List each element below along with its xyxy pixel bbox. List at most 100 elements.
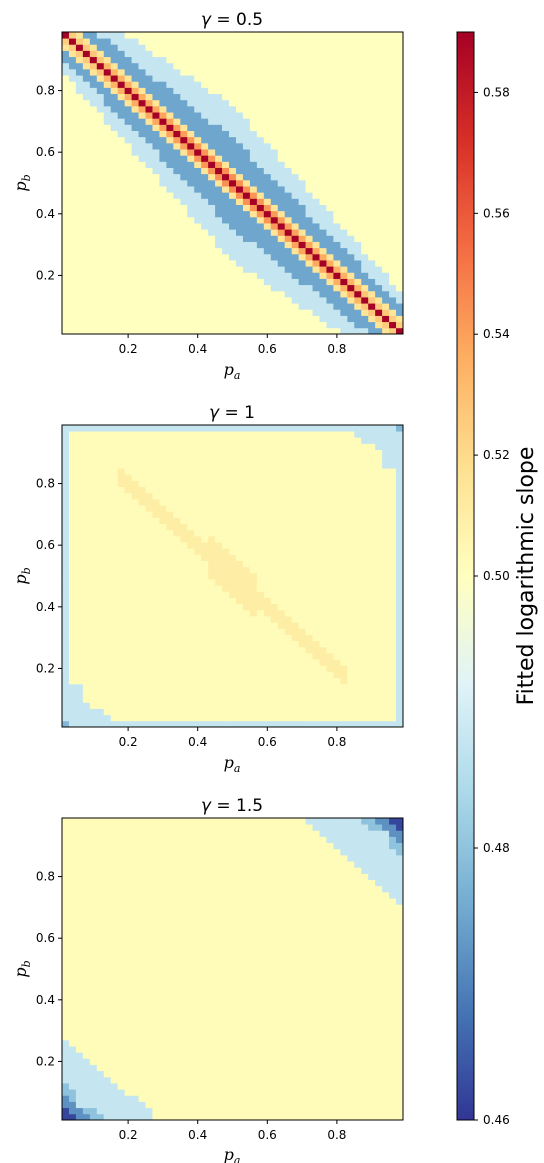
heatmap-cell [208,130,216,138]
heatmap-cell [389,161,397,168]
heatmap-cell [138,81,146,88]
heatmap-cell [201,640,209,648]
heatmap-cell [215,468,223,475]
heatmap-cell [173,616,181,623]
heatmap-cell [145,449,153,457]
heatmap-cell [145,260,153,267]
heatmap-cell [235,56,244,64]
heatmap-cell [96,303,105,310]
heatmap-cell [166,720,174,728]
heatmap-cell [180,112,188,119]
heatmap-cell [201,646,209,654]
heatmap-cell [242,105,251,113]
heatmap-cell [277,480,286,488]
heatmap-cell [75,579,84,586]
heatmap-cell [284,44,293,51]
heatmap-cell [117,266,126,273]
heatmap-cell [263,284,272,292]
heatmap-cell [270,253,279,261]
heatmap-cell [361,480,369,488]
heatmap-cell [75,572,84,580]
heatmap-cell [298,75,306,82]
heatmap-cell [333,56,341,64]
heatmap-cell [215,32,223,39]
heatmap-cell [263,81,272,88]
heatmap-cell [347,585,355,592]
heatmap-cell [347,449,355,457]
heatmap-cell [284,247,293,255]
heatmap-cell [368,321,376,329]
heatmap-cell [242,186,251,193]
heatmap-cell [340,622,348,629]
heatmap-cell [222,235,230,242]
heatmap-cell [208,437,216,444]
heatmap-cell [110,290,119,298]
heatmap-cell [89,118,98,125]
heatmap-cell [354,179,362,187]
heatmap-cell [110,554,119,561]
heatmap-cell [222,50,230,58]
heatmap-cell [396,62,404,70]
heatmap-cell [194,99,202,107]
heatmap-cell [138,161,146,168]
y-tick-label: 0.4 [36,600,55,614]
heatmap-cell [96,603,105,611]
heatmap-cell [347,149,355,156]
x-tick-label: 0.4 [188,735,207,749]
heatmap-cell [208,216,216,224]
heatmap-cell [270,468,279,475]
heatmap-cell [305,284,313,292]
heatmap-cell [256,235,265,242]
heatmap-cell [361,708,369,716]
heatmap-cell [298,720,306,728]
heatmap-cell [347,486,355,494]
heatmap-cell [347,425,355,432]
heatmap-cell [145,167,153,175]
heatmap-cell [166,50,174,58]
heatmap-cell [249,327,258,335]
heatmap-cell [242,498,251,506]
heatmap-cell [194,468,202,475]
heatmap-cell [117,591,126,598]
heatmap-cell [152,235,160,242]
heatmap-cell [75,1027,84,1035]
heatmap-cell [298,112,306,119]
heatmap-cell [68,118,77,125]
heatmap-cell [256,443,265,451]
heatmap-cell [222,223,230,230]
heatmap-cell [222,216,230,224]
heatmap-cell [326,32,334,39]
heatmap-cell [242,529,251,537]
heatmap-cell [277,579,286,586]
heatmap-cell [194,50,202,58]
heatmap-cell [201,517,209,525]
heatmap-cell [159,591,167,598]
heatmap-cell [180,634,188,642]
heatmap-cell [173,167,181,175]
heatmap-cell [103,192,112,199]
heatmap-cell [138,665,146,672]
heatmap-cell [208,309,216,316]
heatmap-cell [249,720,258,728]
heatmap-cell [242,683,251,691]
heatmap-cell [208,105,216,113]
heatmap-cell [75,708,84,716]
heatmap-cell [194,32,202,39]
heatmap-cell [75,548,84,555]
heatmap-cell [173,155,181,162]
heatmap-cell [180,68,188,76]
heatmap-cell [229,431,237,438]
heatmap-cell [117,105,126,113]
heatmap-cell [110,443,119,451]
heatmap-cell [242,437,251,444]
heatmap-cell [291,572,300,580]
heatmap-cell [354,247,362,255]
heatmap-cell [340,136,348,144]
heatmap-cell [298,142,306,150]
heatmap-cell [354,597,362,605]
heatmap-cell [215,87,223,95]
heatmap-cell [62,1107,70,1115]
heatmap-cell [319,640,327,648]
heatmap-cell [242,130,251,138]
heatmap-cell [284,173,293,181]
